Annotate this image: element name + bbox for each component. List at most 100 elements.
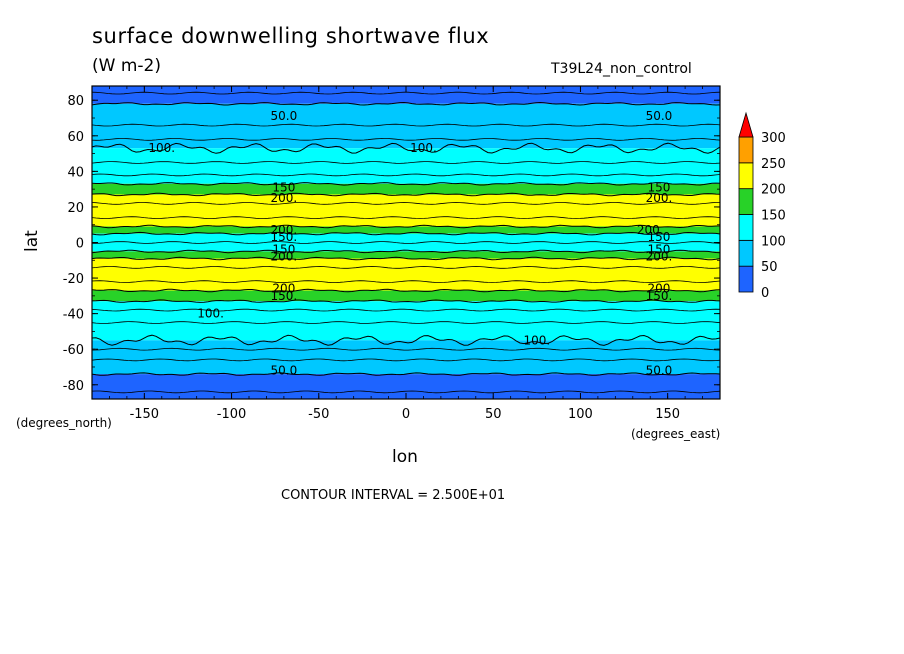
contour-line-11	[91, 372, 721, 376]
colorbar-swatch-2	[738, 214, 754, 241]
x-tick-label-1: -100	[217, 407, 247, 422]
contour-label-18: 200	[647, 282, 670, 296]
contour-label-10: 200.	[637, 223, 664, 237]
y-tick-label-5: -20	[63, 272, 84, 287]
y-tick-label-4: 0	[76, 237, 84, 252]
colorbar-swatch-4	[738, 162, 754, 190]
colorbar-swatch-3	[738, 188, 754, 215]
lat-band-11	[92, 340, 720, 375]
y-tick-label-0: 80	[67, 94, 84, 109]
colorbar-label-0: 0	[761, 286, 769, 301]
contour-line-3	[91, 192, 721, 197]
x-axis-ticks: -150 -100 -50 0 50 100 150	[109, 86, 703, 422]
y-tick-label-2: 40	[67, 165, 84, 180]
colorbar-label-5: 250	[761, 157, 786, 172]
colorbar-label-6: 300	[761, 131, 786, 146]
x-tick-label-3: 0	[402, 407, 410, 422]
chart-title: surface downwelling shortwave flux	[92, 24, 490, 48]
contour-line-8	[91, 288, 721, 293]
contour-label-17: 150.	[271, 289, 298, 303]
contour-label-4: 150	[272, 180, 295, 194]
x-tick-label-5: 100	[568, 407, 593, 422]
run-label: T39L24_non_control	[551, 61, 692, 77]
y-tick-label-8: -80	[63, 379, 84, 394]
lat-band-5	[92, 226, 720, 234]
contour-label-12: 150	[272, 243, 295, 257]
contour-line-7	[91, 256, 721, 261]
contour-line-inner-5	[91, 202, 720, 205]
contour-label-9: 150.	[271, 230, 298, 244]
colorbar-label-4: 200	[761, 183, 786, 198]
contour-line-inner-4	[91, 173, 721, 177]
contour-label-19: 150.	[646, 289, 673, 303]
contour-lines	[91, 91, 721, 394]
contour-line-9	[91, 299, 721, 304]
contour-line-0	[91, 101, 721, 106]
colorbar-label-3: 150	[761, 209, 786, 224]
contour-line-5	[91, 231, 721, 236]
x-tick-label-6: 150	[655, 407, 680, 422]
contour-label-23: 50.0	[646, 364, 673, 378]
lat-band-8	[92, 258, 720, 291]
y-tick-label-3: 20	[67, 201, 84, 216]
contour-label-15: 200.	[646, 250, 673, 264]
contour-label-21: 100.	[523, 333, 550, 347]
colorbar: 0 50 100 150 200 250 300	[738, 111, 786, 301]
x-axis-label: lon	[392, 447, 418, 467]
contour-label-20: 100.	[197, 307, 224, 321]
colorbar-extend-triangle	[738, 111, 754, 138]
contour-label-13: 200.	[271, 250, 298, 264]
contour-label-5: 200.	[271, 191, 298, 205]
y-axis-unit-label: (degrees_north)	[16, 416, 112, 430]
contour-label-14: 150	[647, 243, 670, 257]
x-tick-label-0: -150	[130, 407, 160, 422]
y-tick-label-6: -40	[63, 308, 84, 323]
lat-band-6	[92, 233, 720, 252]
colorbar-label-2: 100	[761, 234, 786, 249]
latitude-bands	[92, 86, 720, 399]
contour-line-inner-14	[91, 390, 721, 394]
colorbar-swatch-0	[738, 265, 754, 293]
contour-interval-text: CONTOUR INTERVAL = 2.500E+01	[281, 488, 506, 503]
contour-label-3: 100.	[410, 141, 437, 155]
contour-line-inner-13	[91, 358, 721, 362]
contour-label-16: 200	[272, 282, 295, 296]
contour-label-8: 200.	[271, 223, 298, 237]
contour-line-inner-7	[92, 241, 721, 244]
y-tick-label-1: 60	[67, 130, 84, 145]
chart-units: (W m-2)	[92, 56, 161, 76]
contour-line-inner-2	[91, 138, 721, 141]
lat-band-4	[92, 194, 720, 227]
contour-line-inner-3	[91, 161, 721, 164]
y-tick-label-7: -60	[63, 343, 84, 358]
contour-line-6	[91, 249, 721, 254]
colorbar-swatch-5	[738, 136, 754, 164]
contour-line-inner-1	[91, 123, 721, 127]
lat-band-0	[92, 86, 720, 104]
colorbar-swatch-1	[738, 239, 754, 267]
contour-line-inner-8	[91, 266, 721, 269]
contour-line-inner-12	[91, 347, 721, 351]
contour-line-10	[91, 334, 721, 346]
lat-band-9	[92, 290, 720, 302]
contour-line-2	[91, 182, 721, 186]
colorbar-label-1: 50	[761, 260, 778, 275]
contour-label-11: 150	[647, 230, 670, 244]
contour-line-1	[91, 142, 721, 154]
lat-band-1	[92, 103, 720, 149]
contour-line-inner-11	[91, 321, 721, 324]
x-tick-label-2: -50	[308, 407, 329, 422]
contour-label-22: 50.0	[271, 364, 298, 378]
contour-line-inner-6	[91, 216, 721, 219]
lat-band-3	[92, 183, 720, 195]
x-tick-label-4: 50	[485, 407, 502, 422]
lat-band-2	[92, 148, 720, 184]
contour-line-inner-0	[91, 91, 721, 95]
contour-label-2: 100.	[148, 141, 175, 155]
contour-line-inner-10	[91, 308, 721, 312]
contour-line-inner-9	[91, 280, 721, 283]
contour-label-1: 50.0	[646, 109, 673, 123]
